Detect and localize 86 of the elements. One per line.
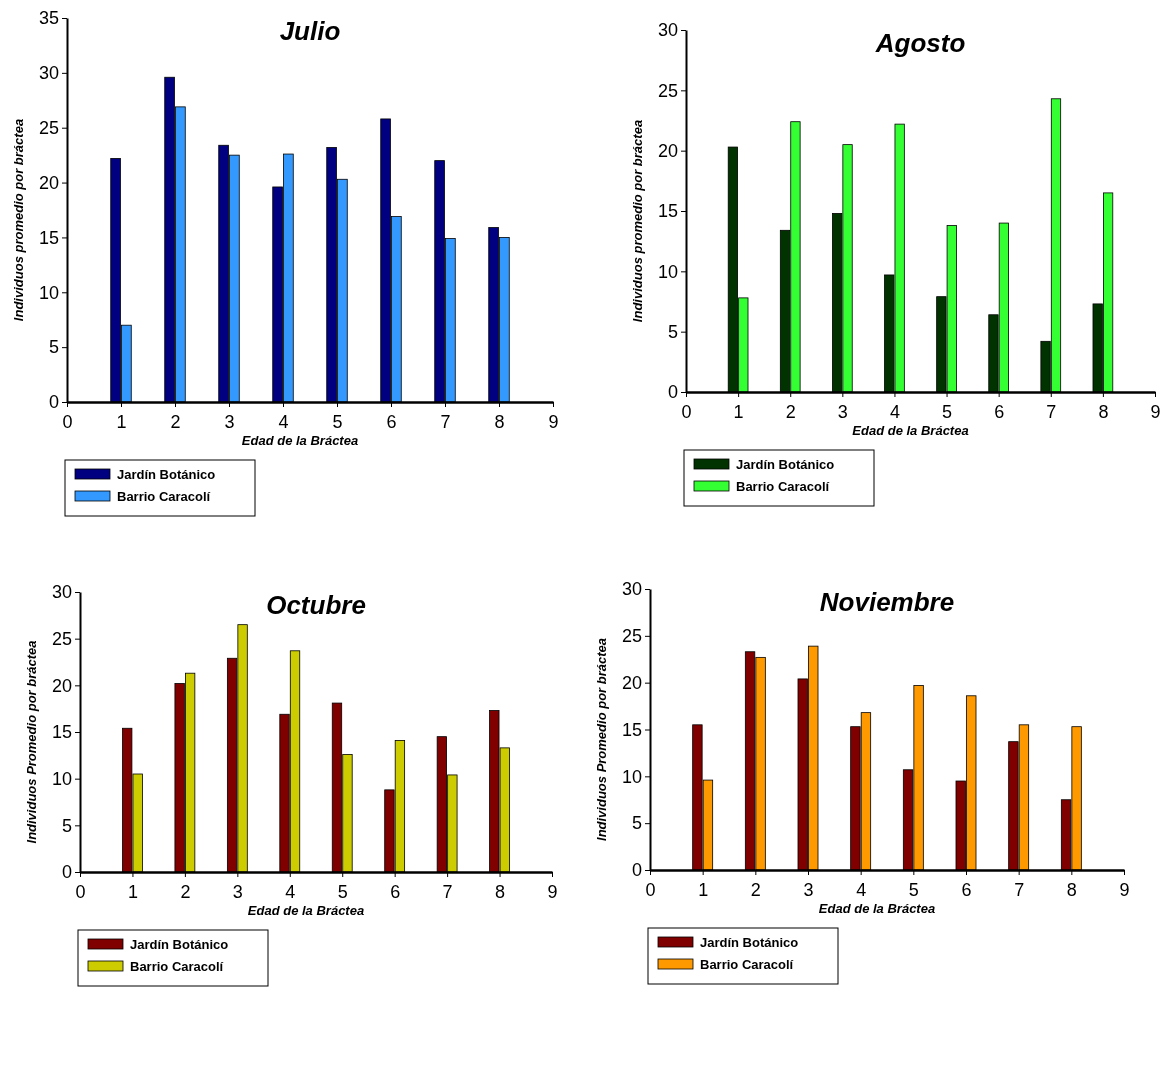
- y-axis-title: Individuos Promedio por bráctea: [594, 638, 609, 841]
- x-tick-label: 5: [908, 879, 919, 900]
- x-tick-label: 4: [278, 411, 289, 432]
- x-axis-title: Edad de la Bráctea: [852, 423, 969, 438]
- x-tick-label: 5: [337, 881, 348, 902]
- x-tick-label: 8: [1098, 401, 1109, 422]
- x-tick-label: 0: [75, 881, 86, 902]
- x-tick-label: 9: [1150, 401, 1161, 422]
- x-tick-label: 8: [1066, 879, 1077, 900]
- y-tick-label: 20: [51, 675, 72, 696]
- x-tick-label: 6: [961, 879, 972, 900]
- y-tick-label: 0: [631, 860, 642, 881]
- y-tick-label: 30: [621, 579, 642, 600]
- x-tick-label: 6: [386, 411, 397, 432]
- y-tick-label: 5: [48, 337, 59, 358]
- x-axis-title: Edad de la Bráctea: [241, 433, 359, 448]
- y-tick-label: 10: [51, 768, 72, 789]
- legend-label: Jardín Botánico: [700, 935, 799, 950]
- x-tick-label: 1: [733, 401, 744, 422]
- x-tick-label: 3: [232, 881, 243, 902]
- x-tick-label: 9: [547, 881, 558, 902]
- x-tick-label: 8: [495, 881, 506, 902]
- y-tick-label: 5: [631, 813, 642, 834]
- x-tick-label: 2: [170, 411, 181, 432]
- y-tick-label: 35: [38, 8, 59, 29]
- y-tick-label: 10: [657, 261, 678, 282]
- y-tick-label: 15: [51, 722, 72, 743]
- x-tick-label: 2: [785, 401, 796, 422]
- legend-label: Jardín Botánico: [736, 457, 835, 472]
- x-tick-label: 3: [803, 879, 814, 900]
- chart-title: Noviembre: [819, 587, 955, 617]
- y-tick-label: 25: [621, 626, 642, 647]
- y-tick-label: 10: [621, 766, 642, 787]
- x-tick-label: 0: [681, 401, 692, 422]
- y-axis-title: Individuos promedio por bráctea: [630, 119, 645, 323]
- x-tick-label: 6: [390, 881, 401, 902]
- x-axis-title: Edad de la Bráctea: [247, 903, 365, 918]
- y-tick-label: 10: [38, 282, 59, 303]
- x-tick-label: 9: [548, 411, 559, 432]
- y-tick-label: 25: [38, 117, 59, 138]
- y-tick-label: 25: [51, 628, 72, 649]
- y-tick-label: 20: [38, 172, 59, 193]
- x-tick-label: 7: [440, 411, 451, 432]
- x-tick-label: 3: [224, 411, 235, 432]
- legend-label: Barrio Caracolí: [117, 489, 211, 504]
- y-tick-label: 0: [667, 382, 678, 403]
- x-tick-label: 5: [942, 401, 953, 422]
- x-tick-label: 2: [750, 879, 761, 900]
- y-tick-label: 5: [61, 815, 72, 836]
- x-tick-label: 8: [494, 411, 505, 432]
- x-tick-label: 4: [285, 881, 296, 902]
- legend-label: Barrio Caracolí: [130, 959, 224, 974]
- y-axis-title: Individuos promedio por bráctea: [11, 118, 26, 322]
- y-tick-label: 15: [657, 201, 678, 222]
- x-tick-label: 7: [1014, 879, 1025, 900]
- y-tick-label: 0: [61, 862, 72, 883]
- x-tick-label: 3: [837, 401, 848, 422]
- chart-title: Octubre: [266, 590, 366, 620]
- chart-title: Agosto: [874, 28, 966, 58]
- y-tick-label: 15: [38, 227, 59, 248]
- x-tick-label: 9: [1119, 879, 1130, 900]
- y-tick-label: 30: [51, 582, 72, 603]
- x-axis-title: Edad de la Bráctea: [818, 901, 936, 916]
- legend-label: Barrio Caracolí: [700, 957, 794, 972]
- x-tick-label: 5: [332, 411, 343, 432]
- y-tick-label: 25: [657, 80, 678, 101]
- x-tick-label: 1: [698, 879, 709, 900]
- x-tick-label: 2: [180, 881, 191, 902]
- y-tick-label: 20: [657, 140, 678, 161]
- x-tick-label: 4: [889, 401, 900, 422]
- x-tick-label: 6: [994, 401, 1005, 422]
- y-tick-label: 20: [621, 672, 642, 693]
- x-tick-label: 7: [442, 881, 453, 902]
- x-tick-label: 4: [856, 879, 867, 900]
- legend-label: Jardín Botánico: [130, 937, 229, 952]
- y-tick-label: 15: [621, 719, 642, 740]
- legend-label: Barrio Caracolí: [736, 479, 830, 494]
- x-tick-label: 1: [127, 881, 138, 902]
- y-axis-title: Individuos Promedio por bráctea: [24, 640, 39, 844]
- y-tick-label: 30: [657, 20, 678, 41]
- chart-title: Julio: [279, 16, 341, 46]
- legend-label: Jardín Botánico: [117, 467, 216, 482]
- x-tick-label: 7: [1046, 401, 1057, 422]
- x-tick-label: 1: [116, 411, 127, 432]
- y-tick-label: 30: [38, 63, 59, 84]
- y-tick-label: 5: [667, 321, 678, 342]
